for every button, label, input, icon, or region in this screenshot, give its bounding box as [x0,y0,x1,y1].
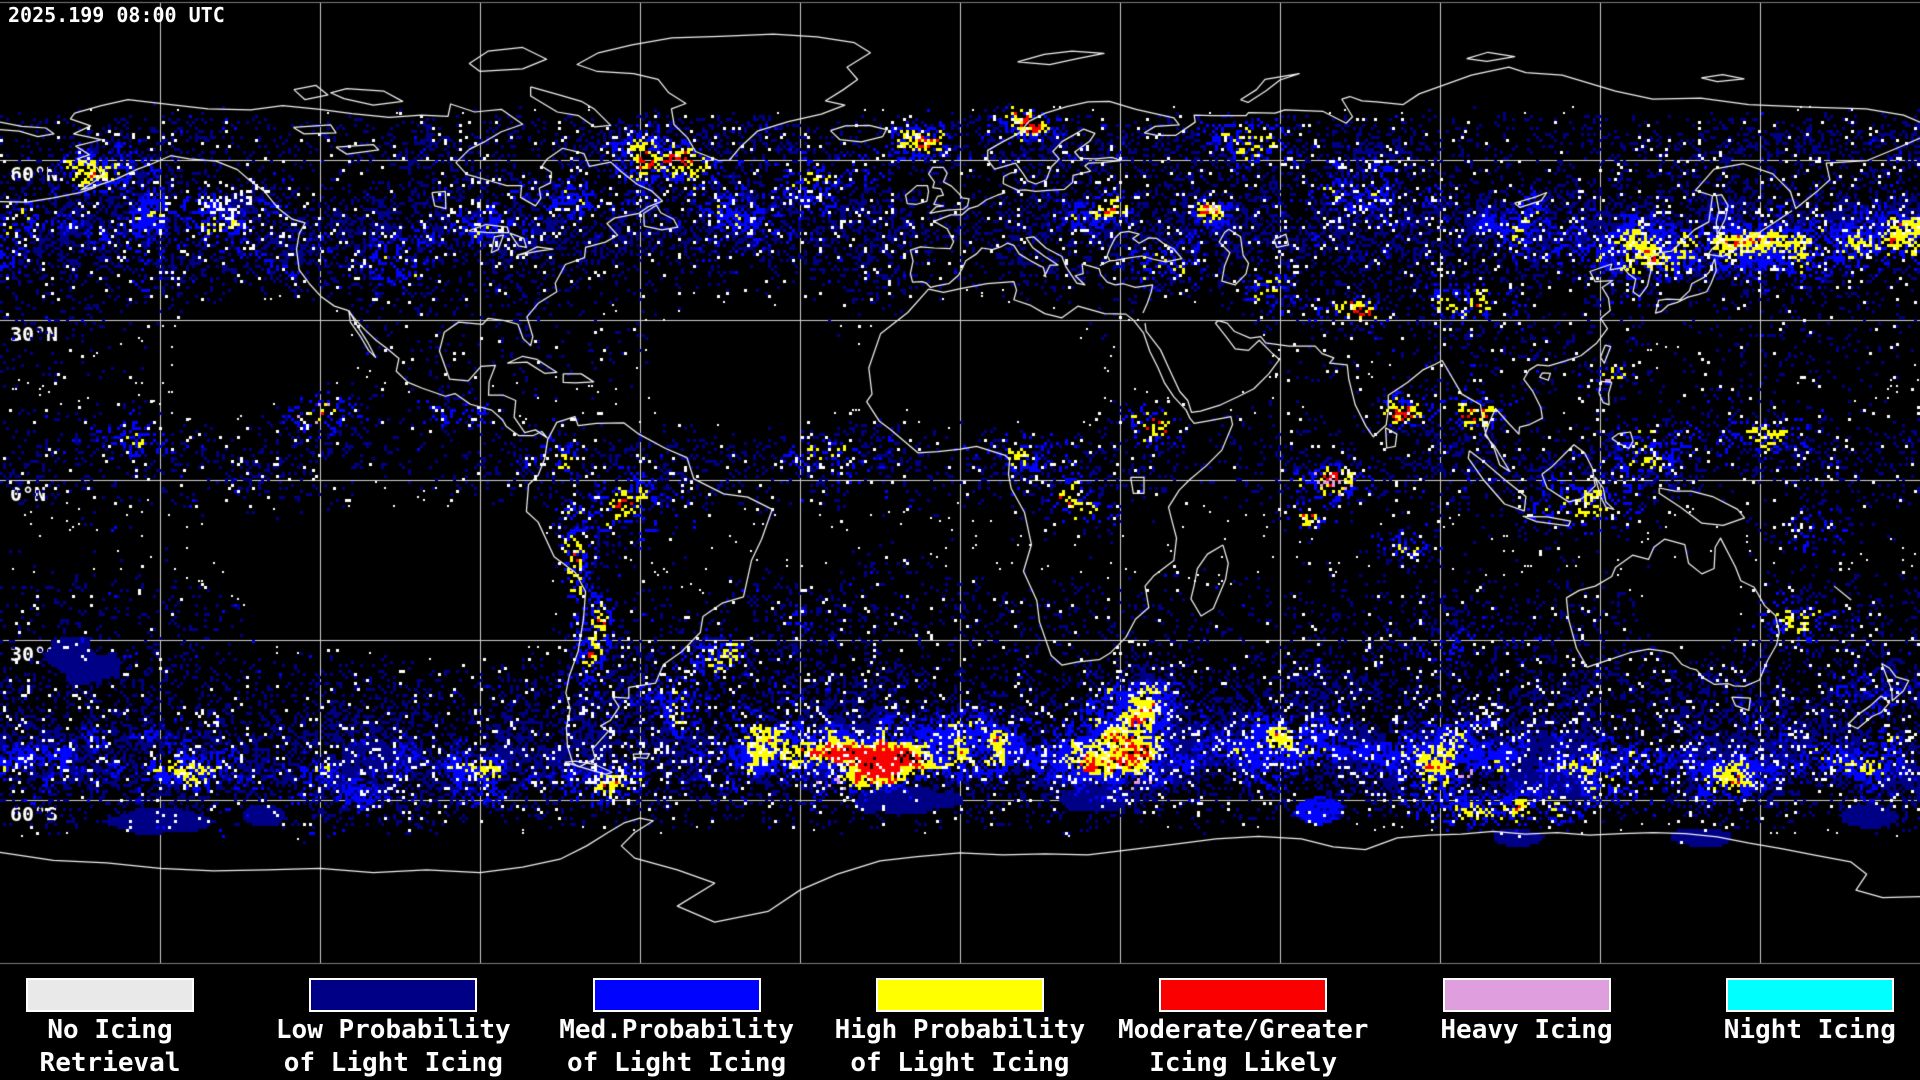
legend-item: Heavy Icing [1377,970,1677,1045]
legend-color-swatch [26,978,194,1012]
legend-color-swatch [1725,978,1894,1012]
legend-item: High Probability of Light Icing [810,970,1110,1078]
legend-label-line: of Light Icing [850,1048,1070,1078]
legend-label-line: of Light Icing [567,1048,787,1078]
legend-item: Night Icing [1660,970,1920,1045]
legend-label-line: Icing Likely [1149,1048,1338,1078]
legend-color-swatch [1159,978,1328,1012]
timestamp-label: 2025.199 08:00 UTC [8,3,225,27]
legend-color-swatch [875,978,1044,1012]
legend-label-line: Retrieval [39,1048,181,1078]
world-icing-map-canvas [0,0,1920,970]
legend-label-line: Night Icing [1723,1015,1896,1045]
legend-color-swatch [309,978,478,1012]
legend-item: Low Probability of Light Icing [243,970,543,1078]
legend-label-line: No Icing [47,1015,173,1045]
legend-item: No Icing Retrieval [0,970,260,1078]
legend-label-line: Med.Probability [559,1015,794,1045]
legend-label-line: Heavy Icing [1440,1015,1613,1045]
legend-label-line: of Light Icing [283,1048,503,1078]
legend-label-line: Low Probability [275,1015,511,1045]
legend-bar: No Icing Retrieval Low Probability of Light… [0,970,1920,1080]
legend-color-swatch [1442,978,1611,1012]
legend-item: Moderate/Greater Icing Likely [1093,970,1393,1078]
legend-label-line: High Probability [834,1015,1086,1045]
legend-label-line: Moderate/Greater [1117,1015,1369,1045]
legend-color-swatch [592,978,761,1012]
legend-item: Med.Probability of Light Icing [527,970,827,1078]
